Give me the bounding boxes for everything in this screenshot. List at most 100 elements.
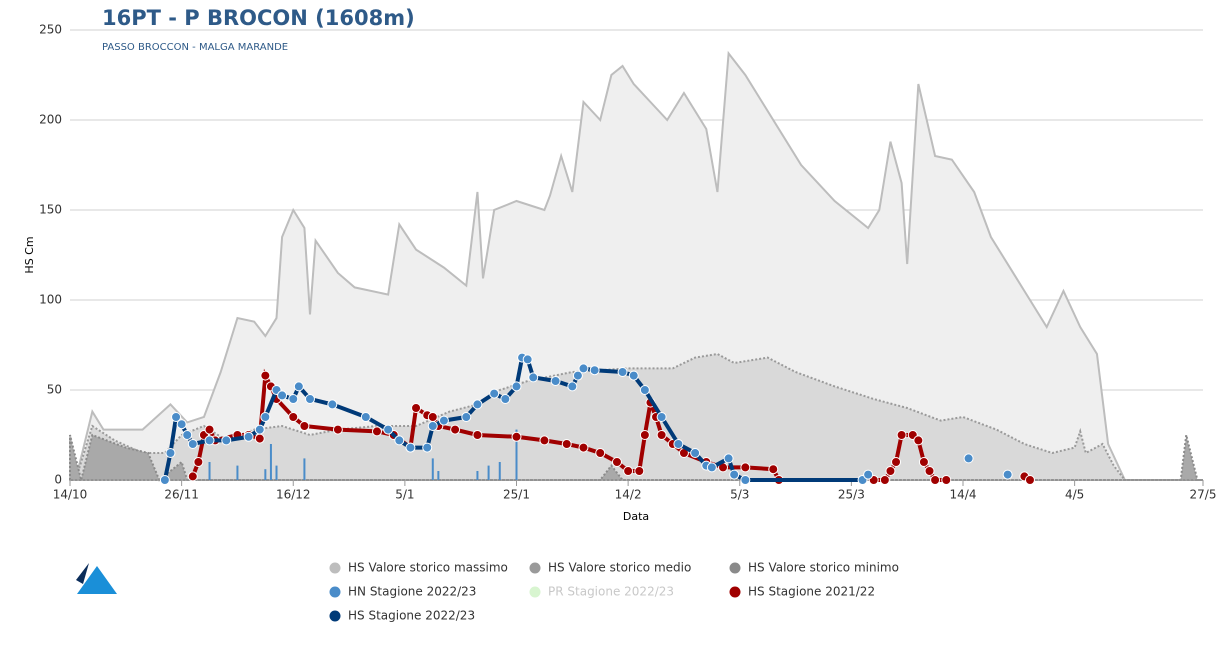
marker xyxy=(438,415,449,426)
area xyxy=(69,50,1203,481)
bar xyxy=(236,465,239,480)
marker xyxy=(221,435,232,446)
legend-item: PR Stagione 2022/23 xyxy=(529,585,674,599)
marker xyxy=(913,435,924,446)
marker xyxy=(863,469,874,480)
marker xyxy=(171,412,182,422)
marker xyxy=(511,431,522,442)
marker xyxy=(623,466,634,476)
marker xyxy=(617,367,628,377)
marker xyxy=(522,354,533,365)
marker xyxy=(578,442,589,453)
bar xyxy=(515,429,518,480)
marker xyxy=(656,430,667,440)
marker xyxy=(159,475,170,485)
legend-item: HS Valore storico medio xyxy=(529,561,691,575)
marker xyxy=(891,457,902,467)
y-tick-label: 250 xyxy=(39,23,62,37)
marker xyxy=(673,439,684,449)
y-tick-label: 150 xyxy=(39,203,62,217)
x-tick-label: 5/3 xyxy=(730,488,749,502)
legend-item: HS Valore storico massimo xyxy=(329,561,508,575)
legend-item: HS Stagione 2022/23 xyxy=(329,609,475,623)
marker xyxy=(729,469,740,480)
y-tick-label: 200 xyxy=(39,113,62,127)
marker xyxy=(288,394,299,404)
marker xyxy=(634,466,645,476)
marker xyxy=(288,412,299,422)
marker xyxy=(768,464,779,475)
chart-subtitle: PASSO BROCCON - MALGA MARANDE xyxy=(102,42,288,53)
bar xyxy=(498,462,501,480)
bar xyxy=(275,465,278,480)
legend-marker xyxy=(529,562,541,574)
legend-marker xyxy=(329,586,341,598)
marker xyxy=(723,453,734,464)
legend-marker xyxy=(529,586,541,598)
legend-item: HS Stagione 2021/22 xyxy=(729,585,875,599)
marker xyxy=(1024,475,1035,485)
x-tick-label: 16/12 xyxy=(276,488,311,502)
marker xyxy=(578,363,589,374)
marker xyxy=(461,412,472,422)
bar xyxy=(476,471,479,480)
areas xyxy=(69,50,1203,482)
marker xyxy=(918,457,929,467)
marker xyxy=(450,424,461,435)
marker xyxy=(254,424,265,435)
marker xyxy=(187,439,198,449)
marker xyxy=(589,365,600,376)
marker xyxy=(567,381,578,392)
marker xyxy=(411,403,422,413)
bar xyxy=(437,471,440,480)
bar xyxy=(269,444,272,480)
x-tick-label: 26/11 xyxy=(164,488,199,502)
marker xyxy=(740,462,751,473)
legend-marker xyxy=(329,562,341,574)
marker xyxy=(187,471,198,482)
marker xyxy=(1002,469,1013,480)
marker xyxy=(539,435,550,446)
marker xyxy=(885,466,896,476)
marker xyxy=(930,475,941,485)
legend-label: HS Valore storico medio xyxy=(548,561,691,575)
bar xyxy=(431,458,434,480)
marker xyxy=(550,376,561,386)
marker xyxy=(500,394,511,404)
marker xyxy=(383,424,394,435)
x-tick-label: 25/3 xyxy=(838,488,865,502)
marker xyxy=(572,370,583,381)
legend-marker xyxy=(329,610,341,622)
marker xyxy=(304,394,315,404)
marker xyxy=(941,475,952,485)
marker xyxy=(740,475,751,485)
marker xyxy=(405,442,416,453)
legend-item: HN Stagione 2022/23 xyxy=(329,585,476,599)
legend-label: HS Stagione 2021/22 xyxy=(748,585,875,599)
marker xyxy=(204,424,215,435)
marker xyxy=(260,412,271,422)
marker xyxy=(427,412,438,422)
marker xyxy=(963,453,974,464)
legend-label: HS Valore storico massimo xyxy=(348,561,508,575)
marker xyxy=(896,430,907,440)
marker xyxy=(204,435,215,446)
marker xyxy=(394,435,405,446)
marker xyxy=(706,462,717,473)
marker xyxy=(639,430,650,440)
bar xyxy=(264,469,267,480)
marker xyxy=(595,448,606,458)
x-tick-label: 14/10 xyxy=(53,488,88,502)
marker xyxy=(924,466,935,476)
bar xyxy=(208,462,211,480)
x-tick-label: 25/1 xyxy=(503,488,530,502)
marker xyxy=(656,412,667,422)
x-tick-label: 14/4 xyxy=(950,488,977,502)
y-axis-label: HS Cm xyxy=(23,236,36,273)
marker xyxy=(327,399,338,410)
marker xyxy=(254,433,265,444)
y-tick-label: 100 xyxy=(39,293,62,307)
y-tick-label: 50 xyxy=(47,383,62,397)
marker xyxy=(472,430,483,440)
